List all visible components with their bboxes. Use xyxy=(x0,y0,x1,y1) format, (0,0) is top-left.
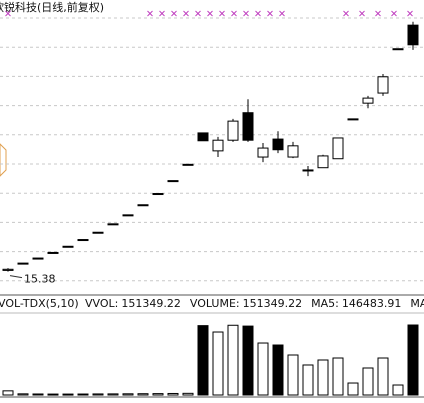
volume-bar xyxy=(47,393,59,396)
volume-bar xyxy=(107,393,119,396)
readout-label: VVOL: xyxy=(85,297,118,310)
readout-value: 151349.22 xyxy=(121,297,181,310)
candle-body xyxy=(2,268,14,271)
candle-body xyxy=(407,24,419,46)
top-marker xyxy=(5,10,11,17)
volume-bar xyxy=(347,382,359,396)
volume-bar xyxy=(302,364,314,396)
volume-bar xyxy=(332,357,344,396)
top-marker xyxy=(159,10,165,17)
candle-body xyxy=(242,112,254,141)
candle-body xyxy=(272,138,284,151)
low-label: 15.38 xyxy=(24,273,56,286)
volume-bar xyxy=(182,392,194,396)
volume-bar xyxy=(77,393,89,396)
volume-bar xyxy=(242,325,254,396)
candle-body xyxy=(362,97,374,104)
top-marker xyxy=(231,10,237,17)
volume-bar xyxy=(17,393,29,396)
top-marker xyxy=(255,10,261,17)
volume-bar xyxy=(32,393,44,396)
volume-bar xyxy=(287,354,299,396)
candle-body xyxy=(32,257,44,260)
volume-bar xyxy=(2,390,14,396)
candle-body xyxy=(227,120,239,141)
cursor-marker xyxy=(0,143,7,177)
readout-label: VOLUME: xyxy=(190,297,240,310)
candle-body xyxy=(152,193,164,196)
volume-bar xyxy=(227,324,239,396)
candle-body xyxy=(107,223,119,226)
candle-body xyxy=(77,239,89,242)
candle-body xyxy=(182,163,194,166)
candle-body xyxy=(137,204,149,207)
top-marker xyxy=(279,10,285,17)
candle-body xyxy=(212,139,224,152)
volume-bar xyxy=(92,393,104,396)
indicator-name: VOL-TDX(5,10) xyxy=(0,297,79,310)
volume-bar xyxy=(137,393,149,396)
top-marker xyxy=(243,10,249,17)
volume-bar xyxy=(257,342,269,396)
top-marker xyxy=(267,10,273,17)
volume-bar xyxy=(167,392,179,396)
volume-bar xyxy=(272,344,284,396)
top-marker xyxy=(343,10,349,17)
candle-body xyxy=(62,245,74,248)
readout-value: 151349.22 xyxy=(243,297,303,310)
volume-bar xyxy=(197,325,209,396)
candle-body xyxy=(332,137,344,160)
candle-body xyxy=(302,169,314,172)
top-marker xyxy=(207,10,213,17)
top-marker xyxy=(219,10,225,17)
top-marker xyxy=(407,10,413,17)
volume-bar xyxy=(317,359,329,396)
candle-body xyxy=(197,132,209,142)
volume-bar xyxy=(212,331,224,396)
volume-bar xyxy=(377,357,389,396)
candle-body xyxy=(377,76,389,94)
candle-body xyxy=(317,155,329,169)
chart-title: 欣锐科技(日线,前复权) xyxy=(0,0,104,14)
low-arrow xyxy=(9,275,23,279)
readout-label: MA10: xyxy=(410,297,424,310)
readout-label: MA5: xyxy=(311,297,339,310)
volume-bar xyxy=(152,393,164,396)
candle-body xyxy=(17,262,29,265)
top-marker xyxy=(171,10,177,17)
volume-bar xyxy=(62,393,74,396)
top-marker xyxy=(183,10,189,17)
candle-body xyxy=(392,48,404,51)
top-marker xyxy=(391,10,397,17)
candle-body xyxy=(257,147,269,158)
top-marker xyxy=(359,10,365,17)
candle-body xyxy=(122,214,134,217)
candle-body xyxy=(92,231,104,234)
readout-value: 146483.91 xyxy=(342,297,402,310)
top-marker xyxy=(375,10,381,17)
volume-bar xyxy=(407,324,419,396)
candle-body xyxy=(347,118,359,121)
volume-bar xyxy=(362,367,374,396)
top-marker xyxy=(147,10,153,17)
candle-body xyxy=(47,251,59,254)
candle-body xyxy=(167,180,179,183)
volume-bar xyxy=(392,384,404,396)
candle-body xyxy=(287,145,299,158)
top-marker xyxy=(195,10,201,17)
volume-bar xyxy=(122,393,134,396)
